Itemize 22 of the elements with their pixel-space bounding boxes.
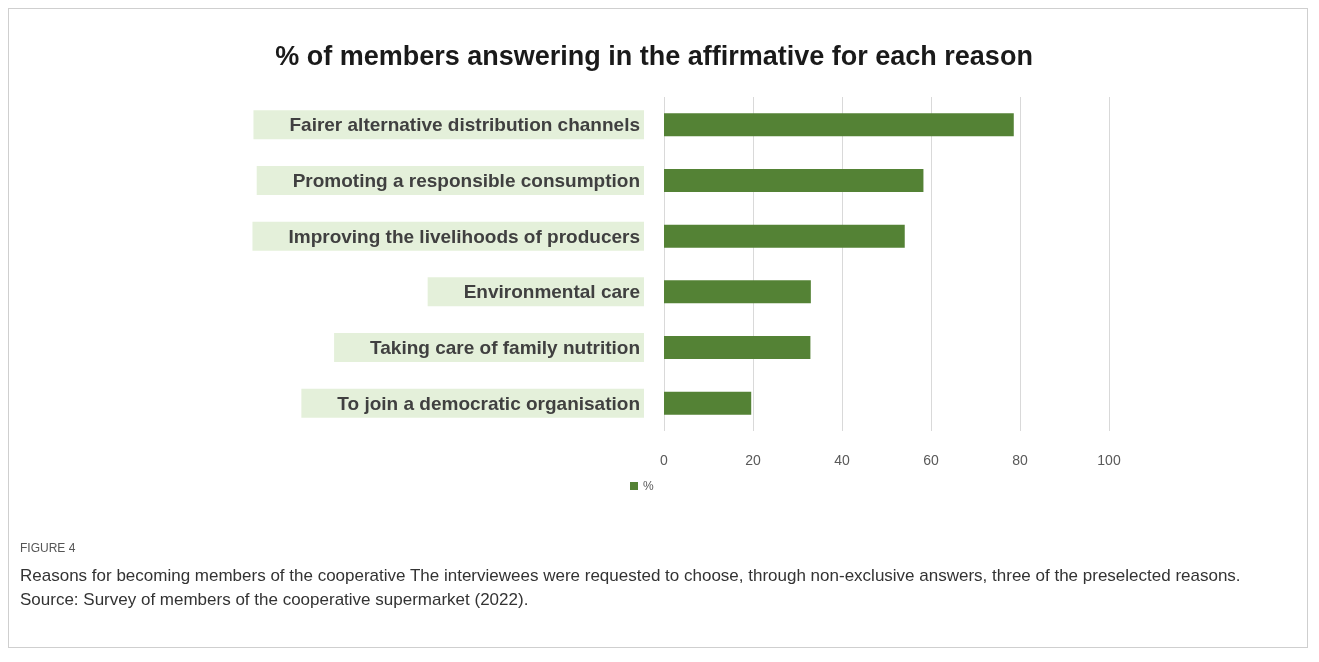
text: Reasons for becoming members of the cooperative The interviewees were requested to choose, through non-exclusive answers, three of the preselected reasons. Source: Survey of members of the cooperative supermarket (2022). — [20, 565, 1242, 611]
y-tick-label: Improving the livelihoods of producers — [288, 225, 640, 247]
y-tick-label: Environmental care — [463, 281, 640, 303]
x-tick-label: 60 — [923, 452, 939, 468]
chart-title: % of members answering in the affirmative for each reason — [275, 40, 1033, 71]
x-tick-label: 20 — [745, 452, 761, 468]
y-tick-label: Fairer alternative distribution channels — [289, 114, 640, 136]
caption: FIGURE 4 — [20, 541, 76, 555]
y-tick-label: To join a democratic organisation — [337, 392, 640, 414]
y-tick-label: Taking care of family nutrition — [370, 337, 640, 358]
bar — [664, 224, 905, 248]
x-tick-label: 80 — [1012, 452, 1028, 468]
bar — [664, 391, 752, 415]
y-tick-label: Promoting a responsible consumption — [292, 170, 640, 191]
bar — [664, 169, 924, 192]
bar — [664, 280, 811, 304]
bar — [664, 113, 1014, 137]
legend-label: % — [643, 479, 654, 493]
x-tick-label: 0 — [660, 452, 669, 468]
bar — [664, 336, 811, 359]
x-tick-label: 40 — [834, 452, 850, 468]
x-tick-label: 100 — [1097, 452, 1121, 468]
